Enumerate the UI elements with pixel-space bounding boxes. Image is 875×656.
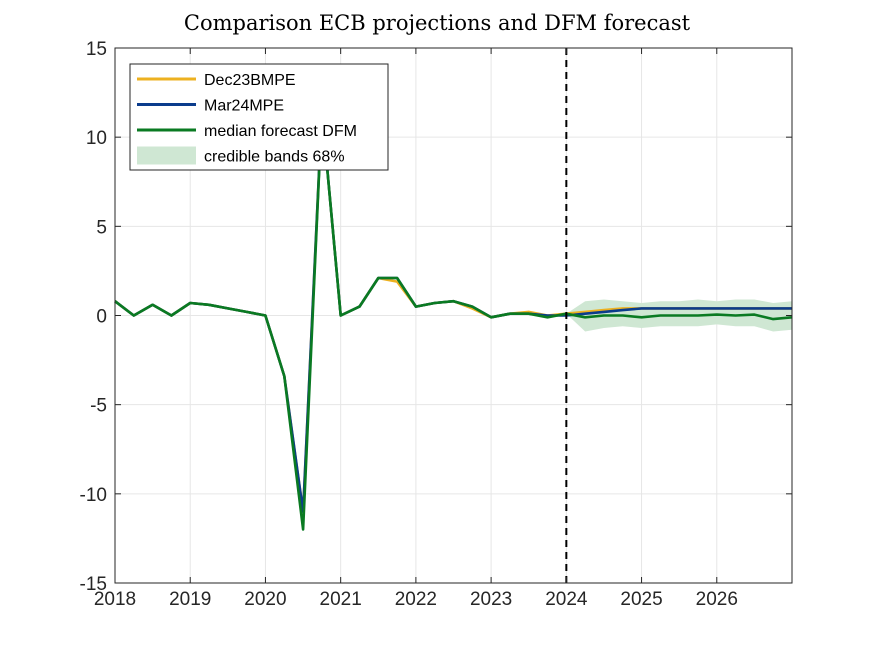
y-tick-label: 15 xyxy=(86,39,107,60)
x-tick-label: 2020 xyxy=(244,589,286,610)
y-tick-label: 5 xyxy=(96,217,107,238)
legend-swatch xyxy=(137,146,196,165)
y-tick-label: 0 xyxy=(96,307,107,328)
y-tick-label: 10 xyxy=(86,128,107,149)
x-tick-label: 2024 xyxy=(545,589,588,610)
chart-title: Comparison ECB projections and DFM forec… xyxy=(184,11,691,35)
legend-label: median forecast DFM xyxy=(204,123,357,140)
y-tick-label: -5 xyxy=(90,396,107,417)
legend-label: Mar24MPE xyxy=(204,98,284,115)
legend-label: Dec23BMPE xyxy=(204,72,296,89)
x-tick-label: 2023 xyxy=(470,589,512,610)
y-tick-label: -15 xyxy=(80,574,107,595)
legend: Dec23BMPE Mar24MPE median forecast DFM cred… xyxy=(129,63,389,171)
x-tick-label: 2026 xyxy=(696,589,738,610)
x-tick-label: 2022 xyxy=(395,589,437,610)
x-tick-label: 2019 xyxy=(169,589,211,610)
plot-area: 2018 2019 2020 2021 2022 2023 2024 2025 2026 -15 -… xyxy=(80,39,793,610)
y-tick-label: -10 xyxy=(80,485,107,506)
x-tick-label: 2025 xyxy=(620,589,662,610)
legend-label: credible bands 68% xyxy=(204,149,345,166)
series-line-median-forecast-dfm xyxy=(114,109,793,531)
x-tick-label: 2018 xyxy=(94,589,136,610)
x-tick-label: 2021 xyxy=(320,589,362,610)
